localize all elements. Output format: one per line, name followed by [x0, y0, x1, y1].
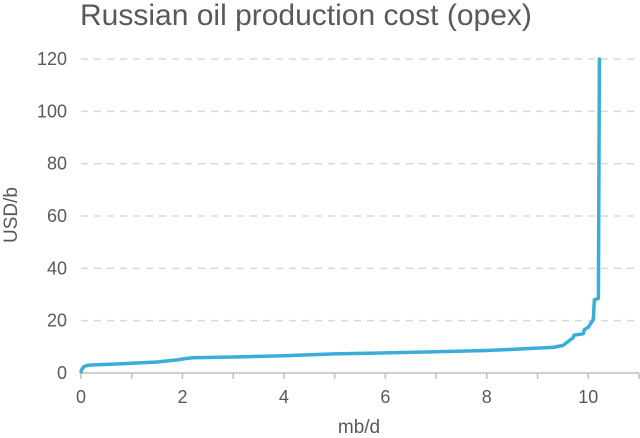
series-layer: [79, 57, 602, 374]
y-tick-label: 0: [57, 363, 67, 383]
y-tick-label: 40: [47, 258, 67, 278]
axes: [80, 372, 640, 379]
y-tick-label: 60: [47, 206, 67, 226]
y-tick-label: 20: [47, 311, 67, 331]
x-tick-label: 8: [482, 387, 492, 407]
series-line: [79, 57, 602, 374]
chart-title: Russian oil production cost (opex): [80, 0, 532, 32]
gridlines: [81, 58, 639, 322]
x-tick-label: 0: [76, 387, 86, 407]
tick-labels: 0 20 40 60 80 100 120 0 2 4 6 8 10: [37, 49, 598, 407]
y-tick-label: 80: [47, 154, 67, 174]
y-tick-label: 100: [37, 101, 67, 121]
x-axis-label: mb/d: [338, 417, 380, 438]
x-tick-label: 2: [177, 387, 187, 407]
x-tick-label: 6: [380, 387, 390, 407]
y-tick-label: 120: [37, 49, 67, 69]
x-tick-label: 4: [279, 387, 289, 407]
x-tick-label: 10: [578, 387, 598, 407]
y-axis-label: USD/b: [1, 187, 22, 243]
